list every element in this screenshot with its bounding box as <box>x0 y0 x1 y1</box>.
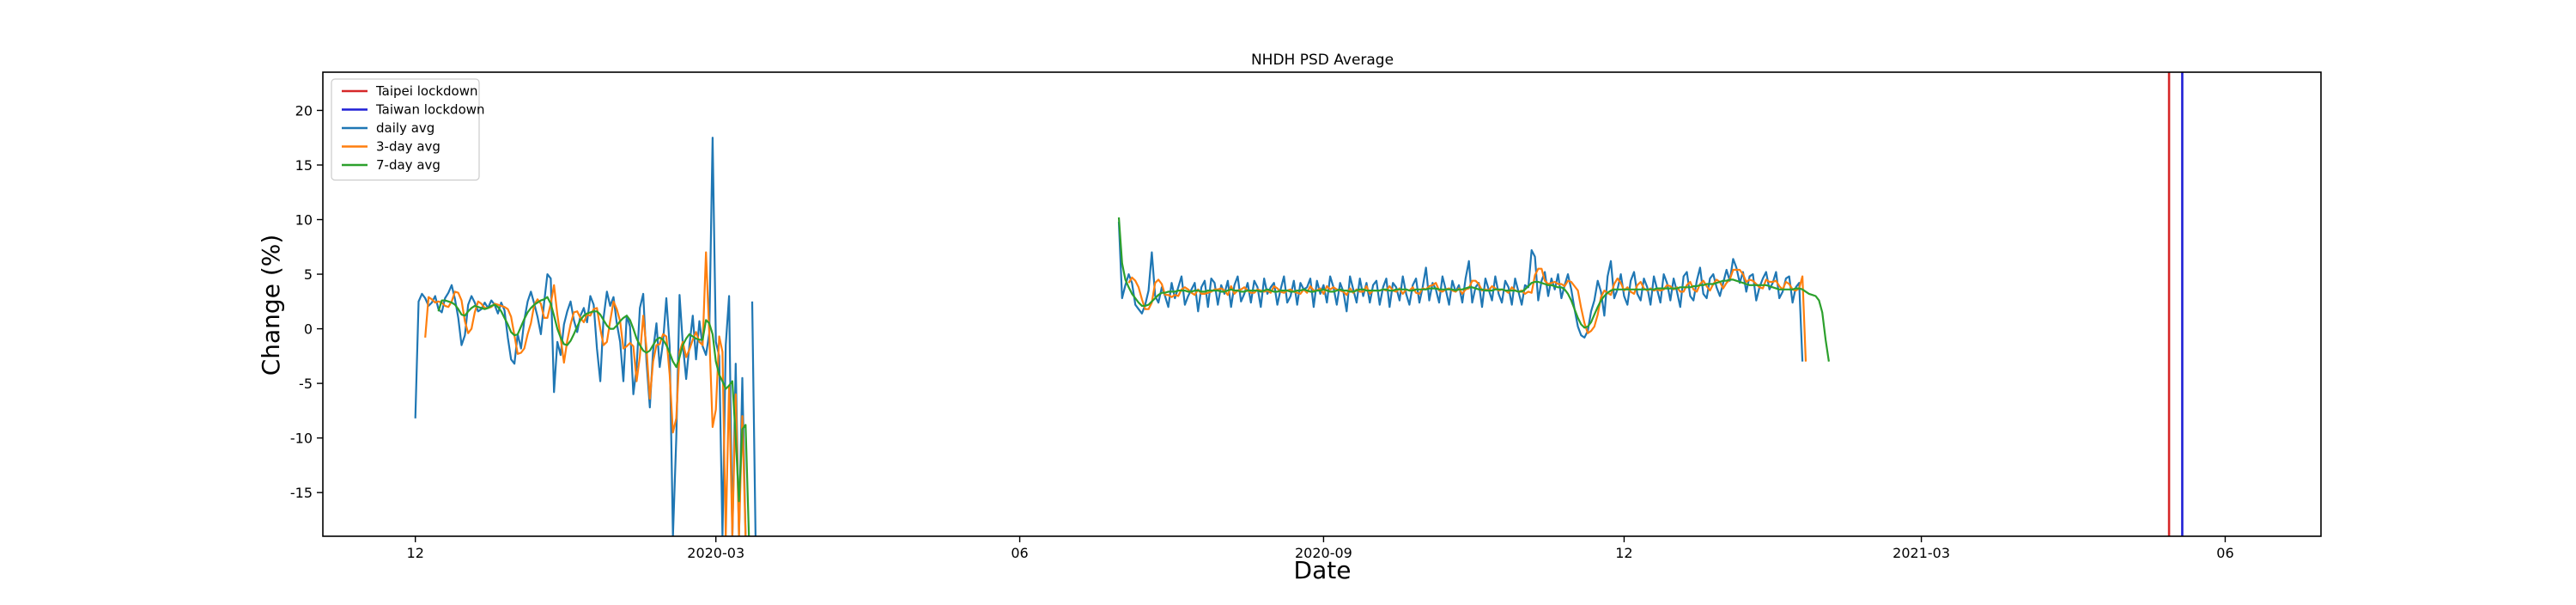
axes: 20 15 10 5 0 -5 -10 -15 12 2020-03 06 2020-09 12 2021… <box>290 71 2322 561</box>
y-tick-label: 10 <box>295 212 313 229</box>
x-tick-label: 2021-03 <box>1893 545 1950 561</box>
y-tick-label: 5 <box>304 266 313 283</box>
x-tick-label: 12 <box>1615 545 1632 561</box>
legend-label: Taiwan lockdown <box>375 102 485 118</box>
series-line-3-day-avg-0 <box>425 253 752 536</box>
series-line-daily-avg-0 <box>414 137 756 536</box>
legend-label: Taipei lockdown <box>375 83 477 99</box>
chart-title: NHDH PSD Average <box>1251 52 1394 69</box>
y-axis-label: Change (%) <box>257 235 285 376</box>
legend-label: daily avg <box>376 120 434 136</box>
y-tick-label: -5 <box>299 376 313 392</box>
legend-label: 7-day avg <box>376 157 440 173</box>
series-line-7-day-avg-1 <box>1117 217 1830 362</box>
x-tick-label: 2020-03 <box>687 545 744 561</box>
y-tick-label: 20 <box>295 102 313 119</box>
x-axis-label: Date <box>1294 556 1352 584</box>
axes-frame <box>322 71 2322 537</box>
plot-area <box>414 72 2184 536</box>
x-tick-label: 06 <box>2216 545 2233 561</box>
x-tick-label: 12 <box>407 545 424 561</box>
series-line-7-day-avg-0 <box>439 297 756 536</box>
legend: Taipei lockdown Taiwan lockdown daily avg 3… <box>331 78 485 181</box>
legend-box <box>331 78 480 181</box>
y-tick-label: -15 <box>290 485 313 501</box>
y-tick-label: 0 <box>304 321 313 338</box>
legend-label: 3-day avg <box>376 139 440 155</box>
x-tick-label: 2020-09 <box>1295 545 1352 561</box>
x-tick-label: 06 <box>1011 545 1028 561</box>
y-tick-label: -10 <box>290 431 313 447</box>
y-tick-label: 15 <box>295 157 313 174</box>
series-line-3-day-avg-1 <box>1127 267 1807 362</box>
